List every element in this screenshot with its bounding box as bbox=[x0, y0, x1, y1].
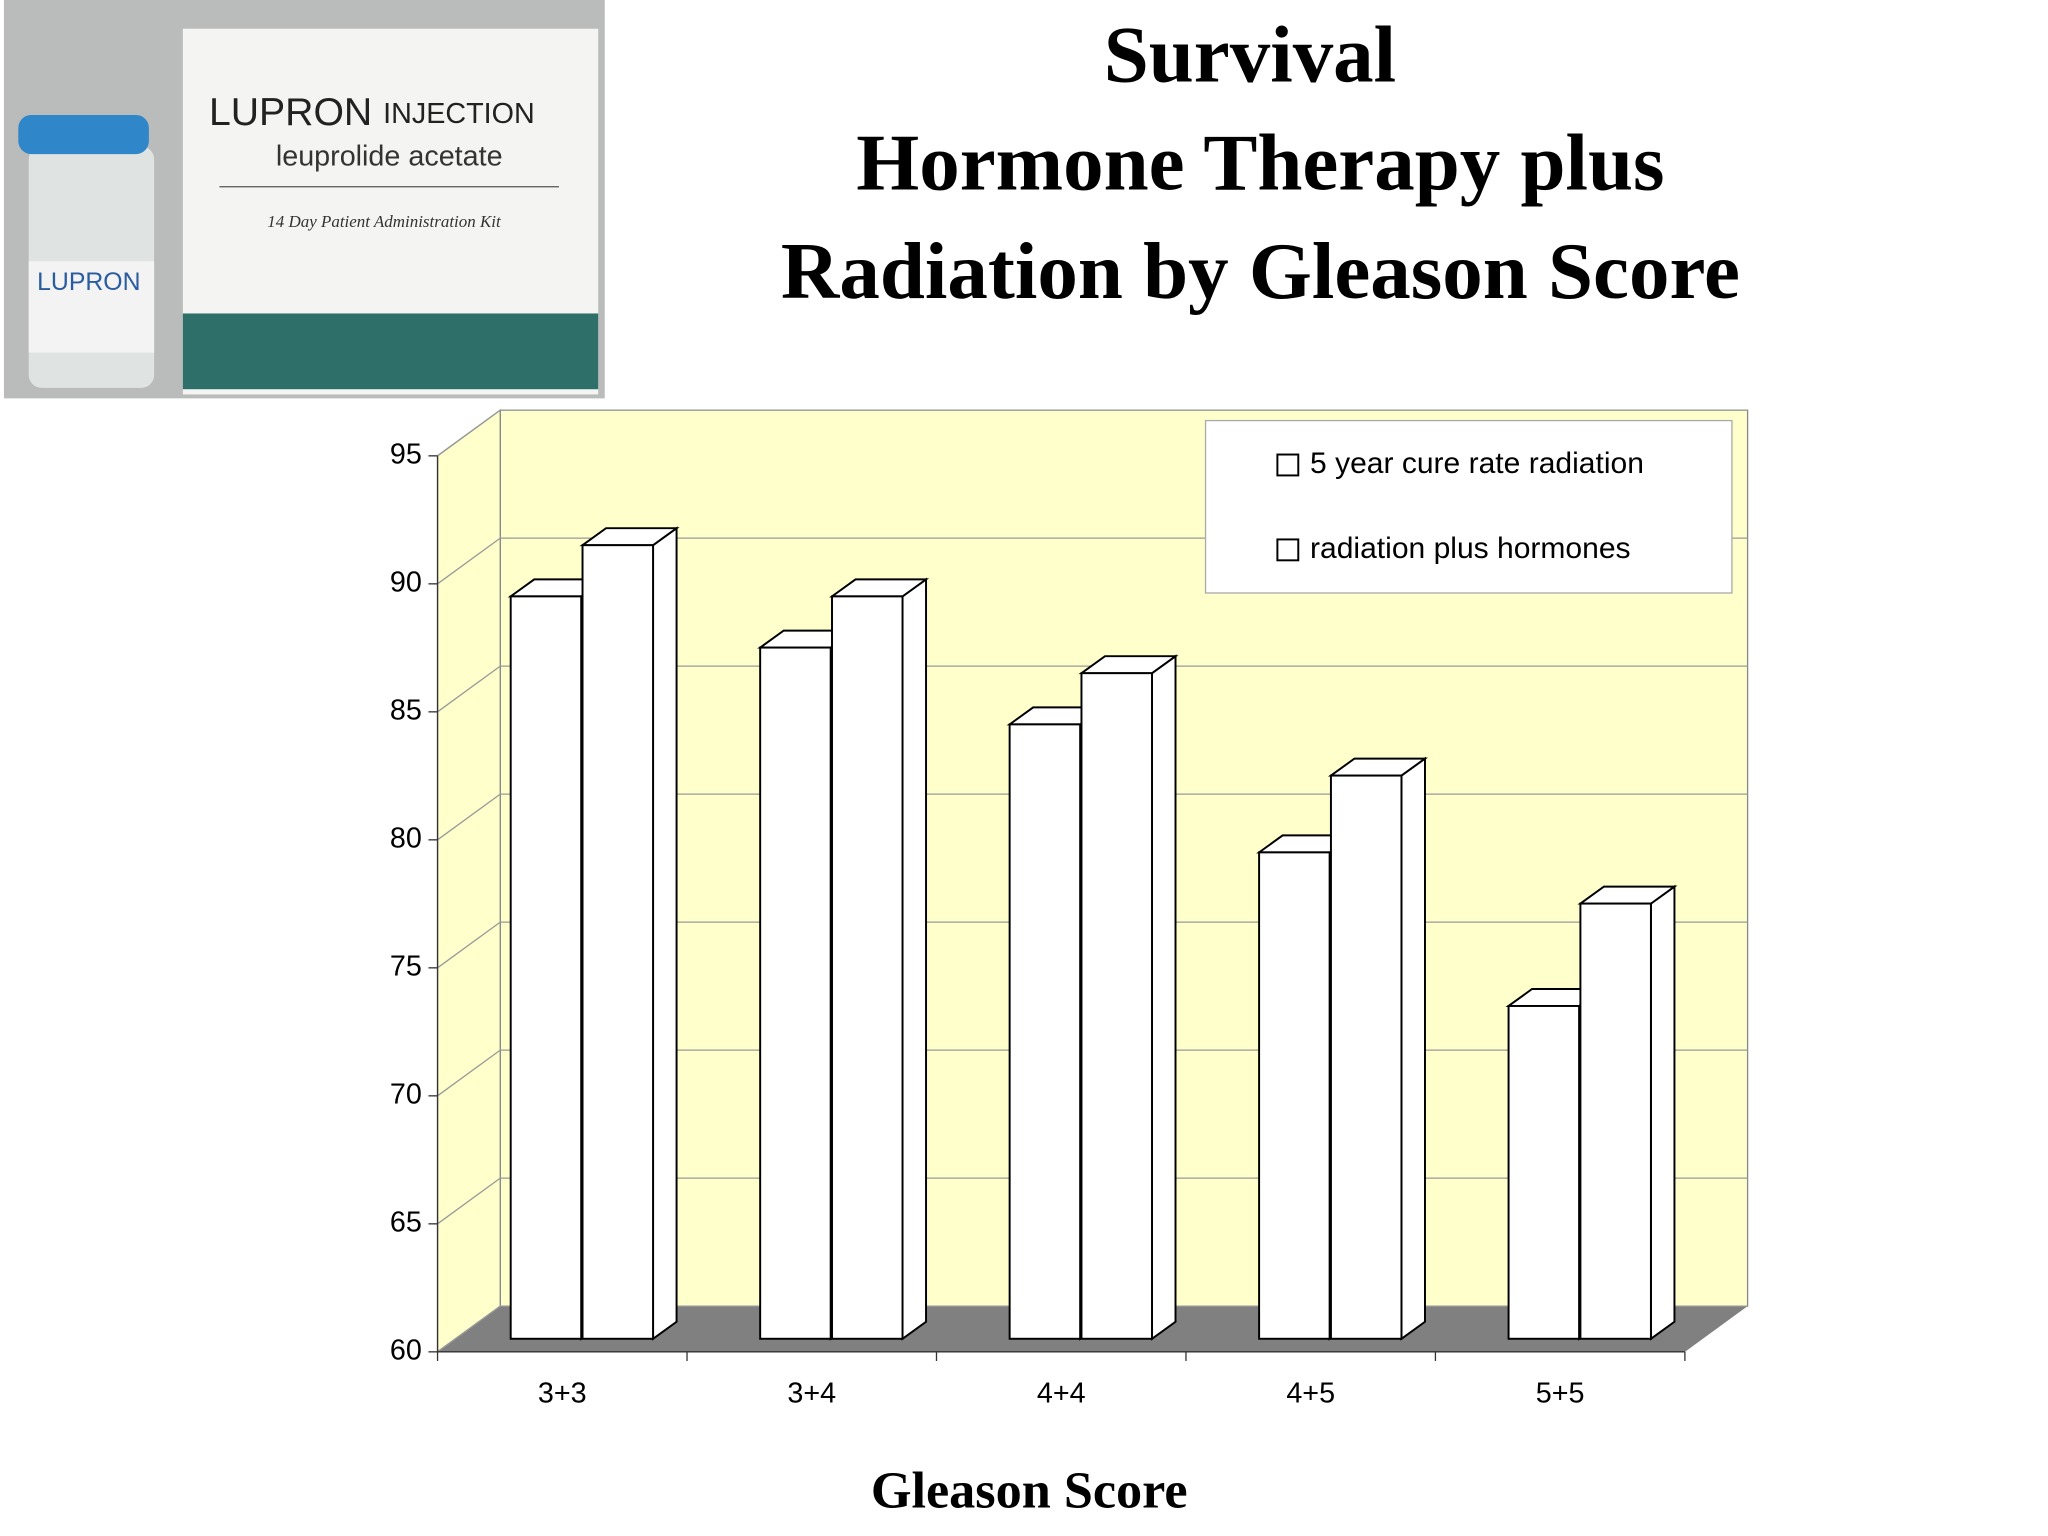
bar-side bbox=[1151, 654, 1177, 1341]
bar-front bbox=[1329, 774, 1403, 1340]
title-line: Hormone Therapy plus bbox=[856, 118, 1664, 208]
bar-front bbox=[1507, 1004, 1581, 1340]
bar-front bbox=[1080, 672, 1153, 1340]
side-wall bbox=[436, 408, 501, 1354]
x-tick-label: 4+4 bbox=[1037, 1378, 1086, 1410]
bar-front bbox=[581, 544, 655, 1340]
bar bbox=[1577, 884, 1678, 1341]
bar-side bbox=[1400, 756, 1426, 1341]
bar bbox=[1078, 654, 1179, 1341]
title-line: Radiation by Gleason Score bbox=[781, 226, 1740, 316]
plot: 60 65 70 75 80 85 90 95 3+3 3+4 4+4 4+5 5+5 5 year cu… bbox=[390, 408, 1749, 1410]
vial-label bbox=[28, 261, 155, 353]
bar bbox=[1327, 756, 1429, 1341]
bar-side bbox=[901, 577, 928, 1341]
legend-marker bbox=[1276, 538, 1300, 562]
y-tick-label: 70 bbox=[390, 1078, 422, 1110]
bar bbox=[579, 526, 680, 1341]
y-tick-label: 65 bbox=[390, 1206, 422, 1238]
x-axis-label: Gleason Score bbox=[871, 1461, 1188, 1519]
x-tick-label: 4+5 bbox=[1286, 1378, 1335, 1410]
bar-front bbox=[759, 646, 832, 1340]
legend-label: radiation plus hormones bbox=[1310, 532, 1631, 565]
box-brand: LUPRON INJECTION bbox=[209, 91, 535, 134]
legend-box bbox=[1204, 419, 1733, 594]
title-line: Survival bbox=[1104, 9, 1396, 99]
y-tick-label: 75 bbox=[390, 950, 422, 982]
legend: 5 year cure rate radiation radiation plus… bbox=[1204, 419, 1733, 594]
x-tick-label: 3+3 bbox=[538, 1378, 587, 1410]
box-band bbox=[182, 313, 599, 390]
x-tick-label: 3+4 bbox=[787, 1378, 836, 1410]
y-tick-label: 90 bbox=[390, 566, 422, 598]
bar-side bbox=[1649, 884, 1676, 1341]
product-photo: LUPRON INJECTION leuprolide acetate 14 D… bbox=[3, 0, 605, 399]
box-generic: leuprolide acetate bbox=[276, 141, 503, 173]
bar-side bbox=[652, 526, 678, 1341]
grid-line bbox=[437, 409, 1748, 457]
vial-cap bbox=[18, 114, 149, 155]
grid-line bbox=[437, 665, 1748, 713]
vial-brand: LUPRON bbox=[37, 269, 140, 296]
y-tick-label: 95 bbox=[390, 438, 422, 470]
bar-front bbox=[1258, 851, 1331, 1340]
bar-front bbox=[1579, 902, 1652, 1340]
x-tick-label: 5+5 bbox=[1536, 1378, 1585, 1410]
legend-label: 5 year cure rate radiation bbox=[1310, 447, 1644, 480]
box-kit: 14 Day Patient Administration Kit bbox=[267, 212, 502, 231]
y-tick-label: 60 bbox=[390, 1334, 422, 1366]
y-tick-label: 85 bbox=[390, 694, 422, 726]
bar bbox=[828, 577, 930, 1341]
legend-marker bbox=[1276, 453, 1300, 477]
y-tick-label: 80 bbox=[390, 822, 422, 854]
bar-front bbox=[1008, 723, 1082, 1340]
bar-front bbox=[831, 595, 904, 1340]
bar-front bbox=[509, 595, 583, 1340]
